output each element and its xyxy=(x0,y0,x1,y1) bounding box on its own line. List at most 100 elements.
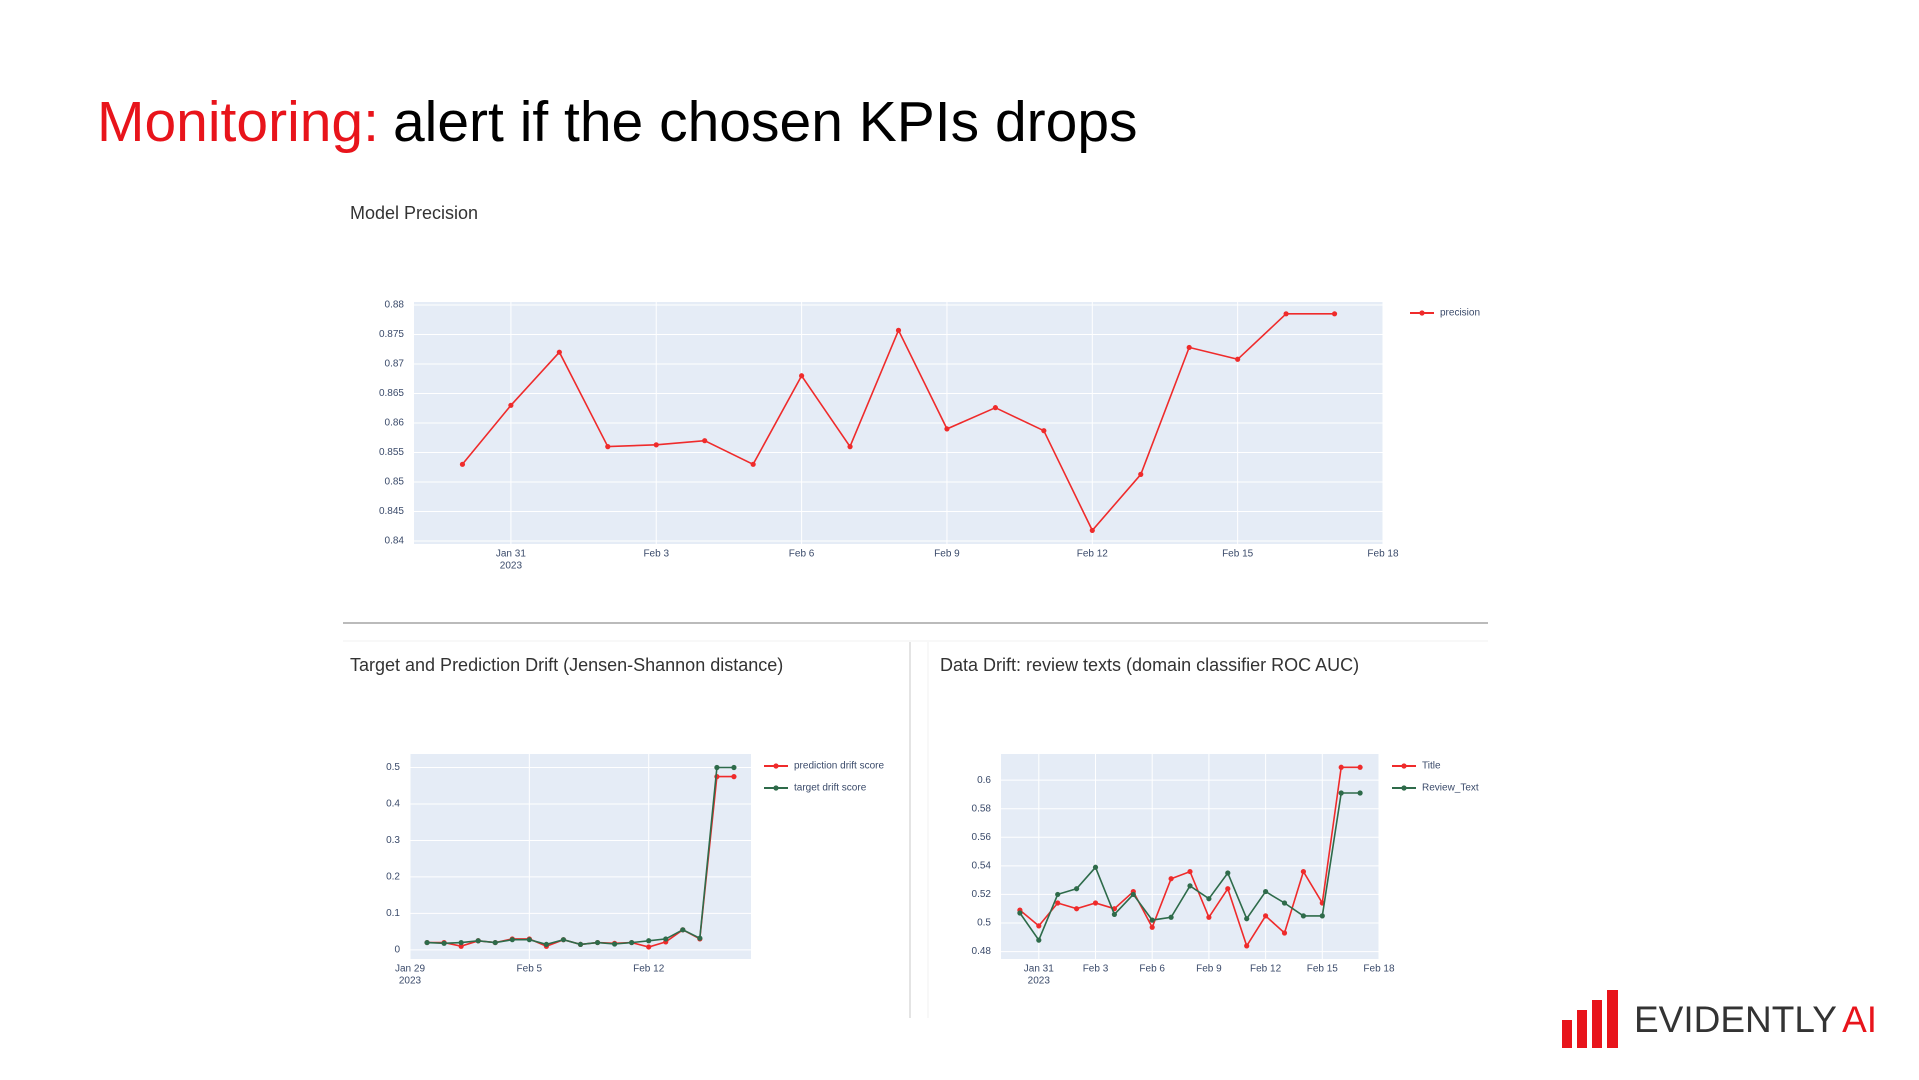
slide-title: Monitoring: alert if the chosen KPIs drop… xyxy=(97,90,1138,154)
data-point xyxy=(1263,913,1269,919)
y-tick-label: 0.845 xyxy=(379,506,404,517)
data-point xyxy=(458,943,464,949)
data-point xyxy=(1225,870,1231,876)
logo-bar xyxy=(1592,1000,1602,1048)
data-point xyxy=(475,938,481,944)
data-point xyxy=(1187,883,1193,889)
data-point xyxy=(895,327,902,333)
data-point xyxy=(629,939,635,946)
chart: Target and Prediction Drift (Jensen-Shan… xyxy=(350,655,884,987)
data-point xyxy=(1319,913,1325,919)
data-point xyxy=(1235,356,1241,362)
data-point xyxy=(697,935,703,941)
y-tick-label: 0.52 xyxy=(972,889,992,900)
legend-marker xyxy=(773,763,779,769)
x-tick-label: Feb 18 xyxy=(1367,549,1399,560)
data-point xyxy=(646,944,652,950)
data-point xyxy=(1186,344,1192,351)
legend-label: prediction drift score xyxy=(794,761,884,772)
data-point xyxy=(1138,471,1144,477)
data-point xyxy=(663,936,669,942)
y-tick-label: 0.87 xyxy=(385,359,405,370)
data-point xyxy=(1357,764,1363,770)
chart: Model Precision 0.84 0.845 0.85 0.855 0.86 0.8… xyxy=(350,203,1480,572)
data-point xyxy=(560,937,567,943)
y-tick-label: 0.5 xyxy=(977,918,991,929)
data-point xyxy=(492,939,498,946)
legend-label: Review_Text xyxy=(1422,783,1479,794)
x-tick-label: Feb 18 xyxy=(1363,964,1395,975)
chart: Data Drift: review texts (domain classif… xyxy=(940,655,1479,987)
y-tick-label: 0.855 xyxy=(379,447,404,458)
y-tick-label: 0.88 xyxy=(385,300,405,311)
logo: EVIDENTLY AI xyxy=(1562,990,1877,1048)
data-point xyxy=(1283,311,1289,317)
chart-title: Data Drift: review texts (domain classif… xyxy=(940,655,1359,675)
data-point xyxy=(992,405,999,411)
data-point xyxy=(1036,937,1042,943)
data-point xyxy=(847,444,853,450)
data-point xyxy=(750,461,756,467)
x-tick-label: Jan 29 xyxy=(395,964,425,975)
data-point xyxy=(1281,930,1288,936)
y-tick-label: 0.6 xyxy=(977,775,991,786)
chart-title: Model Precision xyxy=(350,203,478,223)
data-point xyxy=(714,764,720,771)
data-point xyxy=(1244,943,1250,949)
data-point xyxy=(543,941,550,948)
data-point xyxy=(646,938,652,944)
x-tick-label: Feb 6 xyxy=(1139,964,1165,975)
y-tick-label: 0.48 xyxy=(972,946,992,957)
title-rest: alert if the chosen KPIs drops xyxy=(393,90,1138,154)
x-tick-label: Feb 15 xyxy=(1222,549,1254,560)
data-point xyxy=(556,349,562,355)
data-point xyxy=(1244,916,1250,922)
x-tick-label: Feb 15 xyxy=(1307,964,1339,975)
x-tick-label: Feb 12 xyxy=(1077,549,1109,560)
data-point xyxy=(680,927,686,933)
x-tick-label: Feb 3 xyxy=(643,549,669,560)
data-point xyxy=(1206,896,1212,902)
legend-marker xyxy=(1419,310,1425,316)
x-tick-label: Feb 3 xyxy=(1083,964,1109,975)
y-tick-label: 0 xyxy=(394,945,400,956)
y-tick-label: 0.56 xyxy=(972,832,992,843)
x-tick-label: Feb 12 xyxy=(1250,964,1282,975)
data-point xyxy=(944,426,950,432)
data-point xyxy=(577,941,584,948)
data-point xyxy=(1357,790,1363,796)
data-point xyxy=(731,764,737,771)
x-tick-sublabel: 2023 xyxy=(399,976,422,987)
y-tick-label: 0.58 xyxy=(972,803,992,814)
data-point xyxy=(1168,914,1174,920)
y-tick-label: 0.2 xyxy=(386,872,400,883)
data-point xyxy=(1338,790,1344,796)
y-tick-label: 0.3 xyxy=(386,835,400,846)
data-point xyxy=(526,937,532,943)
data-point xyxy=(1300,913,1306,919)
y-tick-label: 0.85 xyxy=(385,477,405,488)
data-point xyxy=(612,941,618,947)
data-point xyxy=(1074,906,1080,912)
data-point xyxy=(1089,527,1095,534)
y-tick-label: 0.86 xyxy=(385,418,405,429)
x-tick-label: Feb 12 xyxy=(633,964,665,975)
plot-area xyxy=(410,754,751,959)
y-tick-label: 0.4 xyxy=(386,799,400,810)
logo-bar xyxy=(1607,990,1618,1048)
chart-title: Target and Prediction Drift (Jensen-Shan… xyxy=(350,655,783,675)
data-point xyxy=(441,940,447,946)
legend-label: precision xyxy=(1440,308,1480,319)
y-tick-label: 0.5 xyxy=(386,762,400,773)
logo-bar xyxy=(1562,1020,1572,1048)
data-point xyxy=(605,444,611,450)
x-tick-label: Jan 31 xyxy=(496,549,526,560)
plot-area xyxy=(1001,754,1379,959)
data-point xyxy=(1111,911,1117,918)
data-point xyxy=(1130,891,1136,898)
data-point xyxy=(1263,888,1269,895)
y-tick-label: 0.875 xyxy=(379,329,404,340)
y-tick-label: 0.865 xyxy=(379,388,404,399)
data-point xyxy=(653,442,659,448)
